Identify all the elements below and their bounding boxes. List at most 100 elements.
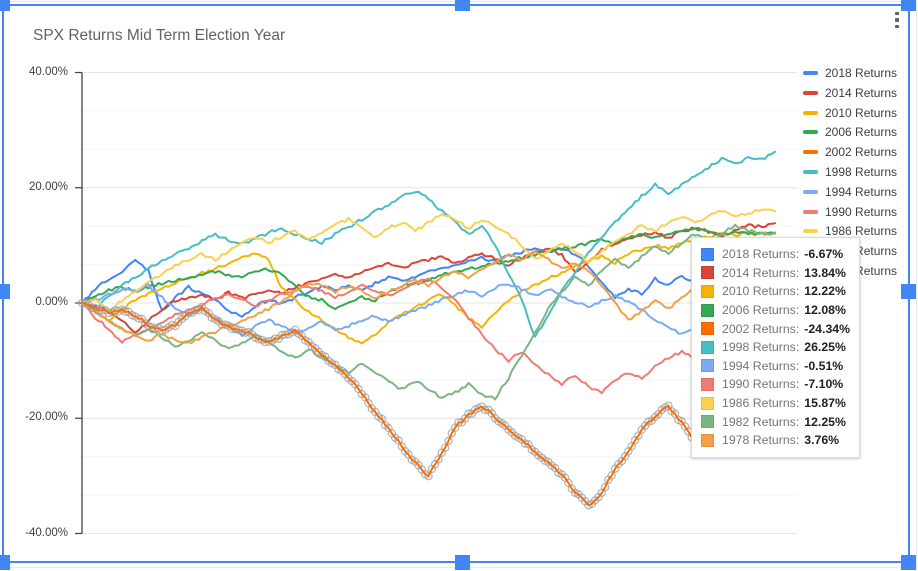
tooltip-series-value: -7.10% [804,377,844,392]
tooltip-swatch-icon [701,266,714,280]
tooltip-series-label: 2006 Returns: [722,303,800,318]
series-line-2006[interactable] [81,227,776,310]
selection-handle-top-right[interactable] [901,0,916,11]
tooltip-series-value: 12.25% [804,414,846,429]
series-line-2014[interactable] [81,222,776,334]
selection-handle-top-center[interactable] [455,0,470,11]
selection-handle-bottom-right[interactable] [901,555,916,570]
tooltip-swatch-icon [701,359,714,373]
legend-swatch-icon [803,90,818,95]
tooltip-row-2006: 2006 Returns: 12.08% [701,301,850,320]
y-axis-label: 0.00% [35,296,68,308]
tooltip-swatch-icon [701,340,714,354]
chart-menu-button[interactable] [888,8,906,32]
legend-label: 1986 Returns [825,224,898,239]
tooltip-series-label: 1994 Returns: [722,358,800,373]
tooltip-swatch-icon [701,377,714,391]
tooltip-row-2002: 2002 Returns: -24.34% [701,319,850,338]
series-line-1998[interactable] [81,150,776,338]
legend-swatch-icon [803,170,818,174]
kebab-menu-icon [895,18,899,22]
legend-label: 1990 Returns [825,204,898,219]
legend-item-2010[interactable]: 2010 Returns [803,106,897,120]
series-line-2018[interactable] [81,247,776,364]
tooltip-row-1982: 1982 Returns: 12.25% [701,412,850,431]
legend-label: 2014 Returns [825,85,898,100]
tooltip-swatch-icon [701,247,714,261]
legend-swatch-icon [803,209,818,214]
tooltip-series-value: -0.51% [804,358,844,373]
selection-handle-middle-left[interactable] [0,284,10,299]
y-axis-label: 20.00% [28,180,68,193]
kebab-menu-icon [895,11,899,16]
tooltip-swatch-icon [701,284,714,298]
tooltip-row-1994: 1994 Returns: -0.51% [701,357,850,376]
tooltip-series-label: 1982 Returns: [722,414,800,429]
tooltip-series-value: 12.22% [804,284,846,299]
tooltip-series-label: 1986 Returns: [722,396,800,411]
y-axis-label: 40.00% [28,65,68,78]
chart-title: SPX Returns Mid Term Election Year [33,27,286,44]
selection-handle-bottom-center[interactable] [455,555,470,570]
series-line-2002[interactable] [81,302,776,507]
selection-handle-bottom-left[interactable] [0,555,10,570]
legend-item-2014[interactable]: 2014 Returns [803,86,897,100]
tooltip-swatch-icon [701,303,714,317]
legend-swatch-icon [803,71,818,75]
legend-item-2002[interactable]: 2002 Returns [803,145,897,159]
series-line-1982[interactable] [81,223,776,401]
tooltip-series-value: 15.87% [804,396,846,411]
legend-item-2006[interactable]: 2006 Returns [803,125,897,139]
tooltip-series-label: 2018 Returns: [722,247,800,262]
legend-swatch-icon [803,229,818,234]
legend-label: 2010 Returns [825,105,898,120]
tooltip-swatch-icon [701,433,714,447]
kebab-menu-icon [895,24,899,29]
tooltip-swatch-icon [701,396,714,410]
tooltip-series-label: 2010 Returns: [722,284,800,299]
tooltip-series-value: 12.08% [804,303,846,318]
tooltip-series-value: 26.25% [804,340,846,355]
tooltip-series-value: 13.84% [804,265,846,280]
tooltip-series-value: -24.34% [804,321,851,336]
tooltip-series-value: -6.67% [804,247,844,262]
tooltip-swatch-icon [701,415,714,429]
legend-swatch-icon [803,130,818,135]
legend-label: 2018 Returns [825,66,898,80]
legend-item-1986[interactable]: 1986 Returns [803,224,897,238]
tooltip-row-1978: 1978 Returns: 3.76% [701,431,850,450]
tooltip-series-value: 3.76% [804,433,840,448]
tooltip-row-2014: 2014 Returns: 13.84% [701,264,850,283]
selection-handle-top-left[interactable] [0,0,10,11]
tooltip-series-label: 2002 Returns: [722,321,800,336]
series-line-1994[interactable] [81,283,776,337]
tooltip-row-1998: 1998 Returns: 26.25% [701,338,850,357]
legend-item-2018[interactable]: 2018 Returns [803,66,897,80]
legend-label: 2002 Returns [825,145,898,160]
series-line-1986[interactable] [81,208,776,313]
spreadsheet-grid-remnant-right [916,0,917,571]
hover-point-markers [77,298,780,510]
legend-swatch-icon [803,189,818,194]
legend-label: 1998 Returns [825,165,898,179]
tooltip-series-label: 1990 Returns: [722,377,800,392]
tooltip-series-label: 1998 Returns: [722,340,800,355]
legend-label: 2006 Returns [825,125,898,140]
legend-swatch-icon [803,150,818,155]
tooltip-row-1986: 1986 Returns: 15.87% [701,394,850,413]
legend-swatch-icon [803,110,818,115]
series-line-1978[interactable] [81,250,776,344]
selection-handle-middle-right[interactable] [901,284,916,299]
chart-tooltip: 2018 Returns: -6.67% 2014 Returns: 13.84% 20… [691,237,861,458]
tooltip-row-1990: 1990 Returns: -7.10% [701,375,850,394]
tooltip-series-label: 1978 Returns: [722,433,800,448]
legend-item-1994[interactable]: 1994 Returns [803,185,897,199]
legend-item-1998[interactable]: 1998 Returns [803,165,897,179]
tooltip-series-label: 2014 Returns: [722,265,800,280]
y-axis-label: -40.00% [25,526,68,539]
tooltip-row-2018: 2018 Returns: -6.67% [701,245,850,264]
legend-item-1990[interactable]: 1990 Returns [803,205,897,219]
tooltip-row-2010: 2010 Returns: 12.22% [701,282,850,301]
series-line-1990[interactable] [81,277,776,395]
tooltip-swatch-icon [701,322,714,336]
